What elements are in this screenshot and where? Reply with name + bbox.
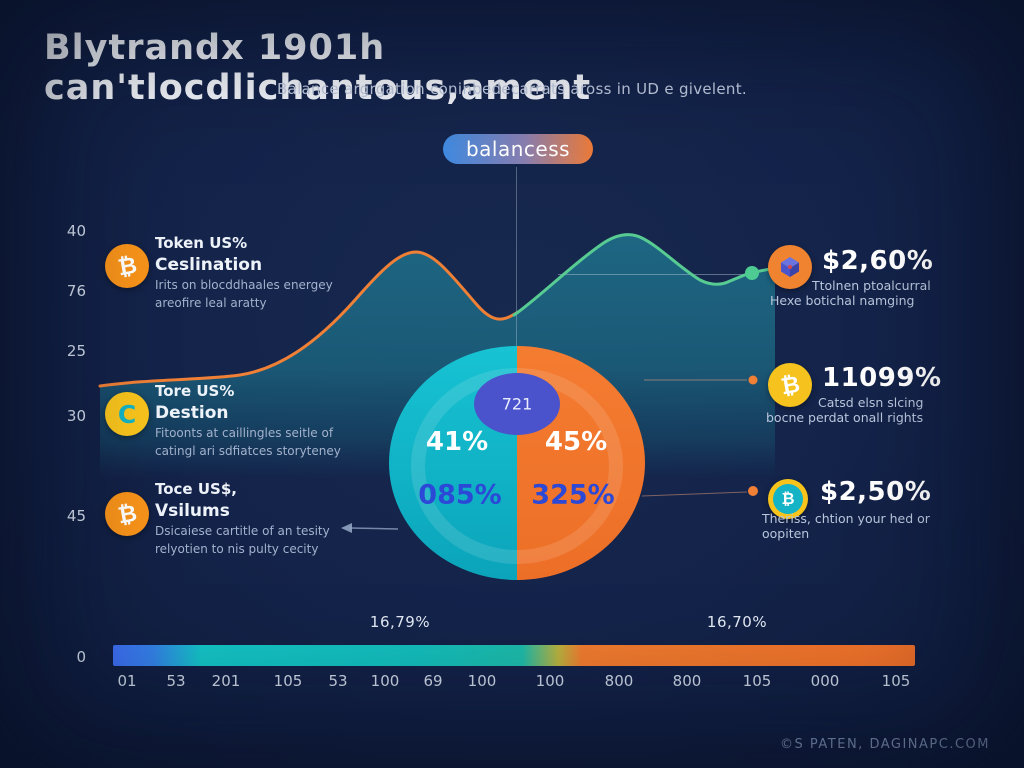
item-desc1: Fitoonts at caillingles seitle of [155, 426, 334, 440]
item-title: Toce US$, [155, 480, 237, 498]
right-item-desc: Catsd elsn slcing [818, 395, 924, 410]
arrow-head-icon [341, 523, 352, 533]
page-title: Blytrandx 1901h can'tlocdlichantous,amen… [44, 28, 592, 108]
left-item-toce: ₿ [105, 492, 149, 536]
gradient-scale-bar [113, 645, 915, 666]
coin-bitcoin-teal-icon: ₿ [768, 479, 808, 519]
axis-label-45: 45 [66, 507, 86, 525]
item-desc1: Irits on blocddhaales energey [155, 278, 333, 292]
right-item-value: $2,60% [822, 246, 934, 276]
balances-badge: balancess [443, 134, 593, 164]
item-title: Token US% [155, 234, 248, 252]
pie-left-subpercent: 085% [418, 479, 502, 511]
item-desc2: areofire leal aratty [155, 296, 267, 310]
green-line [512, 233, 777, 317]
right-item-desc: Theriss, chtion your hed or [762, 511, 930, 526]
right-item-3-value-wrap: $2,50% [820, 477, 931, 507]
bar-tick: 69 [423, 672, 443, 690]
right-item-3: ₿ [768, 479, 808, 519]
item-desc2: catingl ari sdfiatces storyteney [155, 444, 341, 458]
axis-label-30: 30 [66, 407, 86, 425]
bottom-label-left: 16,79% [369, 613, 431, 631]
right-item-value: 11099% [822, 363, 942, 393]
item-desc2: relyotien to nis pulty cecity [155, 542, 319, 556]
axis-label-40: 40 [66, 222, 86, 240]
right-item-desc: bocne perdat onall rights [766, 410, 924, 425]
pie-bubble-label: 721 [501, 394, 533, 414]
bottom-label-right: 16,70% [706, 613, 768, 631]
right-item-2-value-wrap: 11099% [822, 363, 942, 393]
orange-dot-mid [748, 375, 758, 385]
left-item-tore-text: Tore US% Destion Fitoonts at caillingles… [155, 382, 365, 459]
bar-tick: 53 [166, 672, 186, 690]
right-item-1 [768, 245, 812, 289]
pie-left-percent: 41% [425, 427, 489, 457]
cube-icon [768, 245, 812, 289]
right-item-2: ₿ [768, 363, 812, 407]
right-item-desc: Hexe botichal namging [770, 293, 915, 308]
pie-right-percent: 45% [544, 427, 608, 457]
footer-credit: ©S PATEN, DAGINAPC.COM [780, 737, 990, 752]
bar-tick: 100 [370, 672, 400, 690]
right-item-1-value-wrap: $2,60% [822, 246, 933, 276]
bar-tick: 000 [810, 672, 840, 690]
bar-tick: 01 [117, 672, 137, 690]
bar-tick: 105 [273, 672, 303, 690]
bitcoin-icon: ₿ [105, 244, 149, 288]
green-dot-marker [745, 266, 759, 280]
right-item-value: $2,50% [820, 477, 932, 507]
axis-label-76: 76 [66, 282, 86, 300]
left-item-tore: C [105, 392, 149, 436]
right-item-desc: Ttolnen ptoalcurral [812, 278, 931, 293]
page-subtitle: Balance argrgation coninbedecarrats aros… [277, 80, 747, 98]
item-desc1: Dsicaiese cartitle of an tesity [155, 524, 330, 538]
pie-bubble [474, 373, 560, 435]
pie-chart [389, 346, 645, 580]
coin-bitcoin-icon: ₿ [768, 363, 812, 407]
left-item-toce-text: Toce US$, Vsilums Dsicaiese cartitle of … [155, 480, 365, 557]
pie-right-subpercent: 325% [531, 479, 615, 511]
bar-tick: 800 [672, 672, 702, 690]
right-item-desc: oopiten [762, 526, 810, 541]
bar-tick: 800 [604, 672, 634, 690]
item-title2: Ceslination [155, 255, 263, 275]
bar-tick: 53 [328, 672, 348, 690]
item-title2: Vsilums [155, 501, 230, 521]
balances-badge-label: balancess [465, 137, 571, 161]
item-title: Tore US% [155, 382, 235, 400]
bar-tick: 105 [881, 672, 911, 690]
orange-dot-bottom [748, 486, 758, 496]
axis-label-25: 25 [66, 342, 86, 360]
bar-tick: 100 [467, 672, 497, 690]
bar-tick: 105 [742, 672, 772, 690]
left-item-token-text: Token US% Ceslination Irits on blocddhaa… [155, 234, 355, 311]
coin-c-icon: C [105, 392, 149, 436]
arrow-line [349, 527, 399, 530]
bitcoin-icon: ₿ [105, 492, 149, 536]
connector-line-bottom [641, 491, 748, 497]
bar-tick: 201 [211, 672, 241, 690]
orange-line [98, 250, 520, 388]
bar-tick: 100 [535, 672, 565, 690]
item-title2: Destion [155, 403, 229, 423]
left-item-token: ₿ [105, 244, 149, 288]
axis-label-0: 0 [76, 648, 86, 666]
